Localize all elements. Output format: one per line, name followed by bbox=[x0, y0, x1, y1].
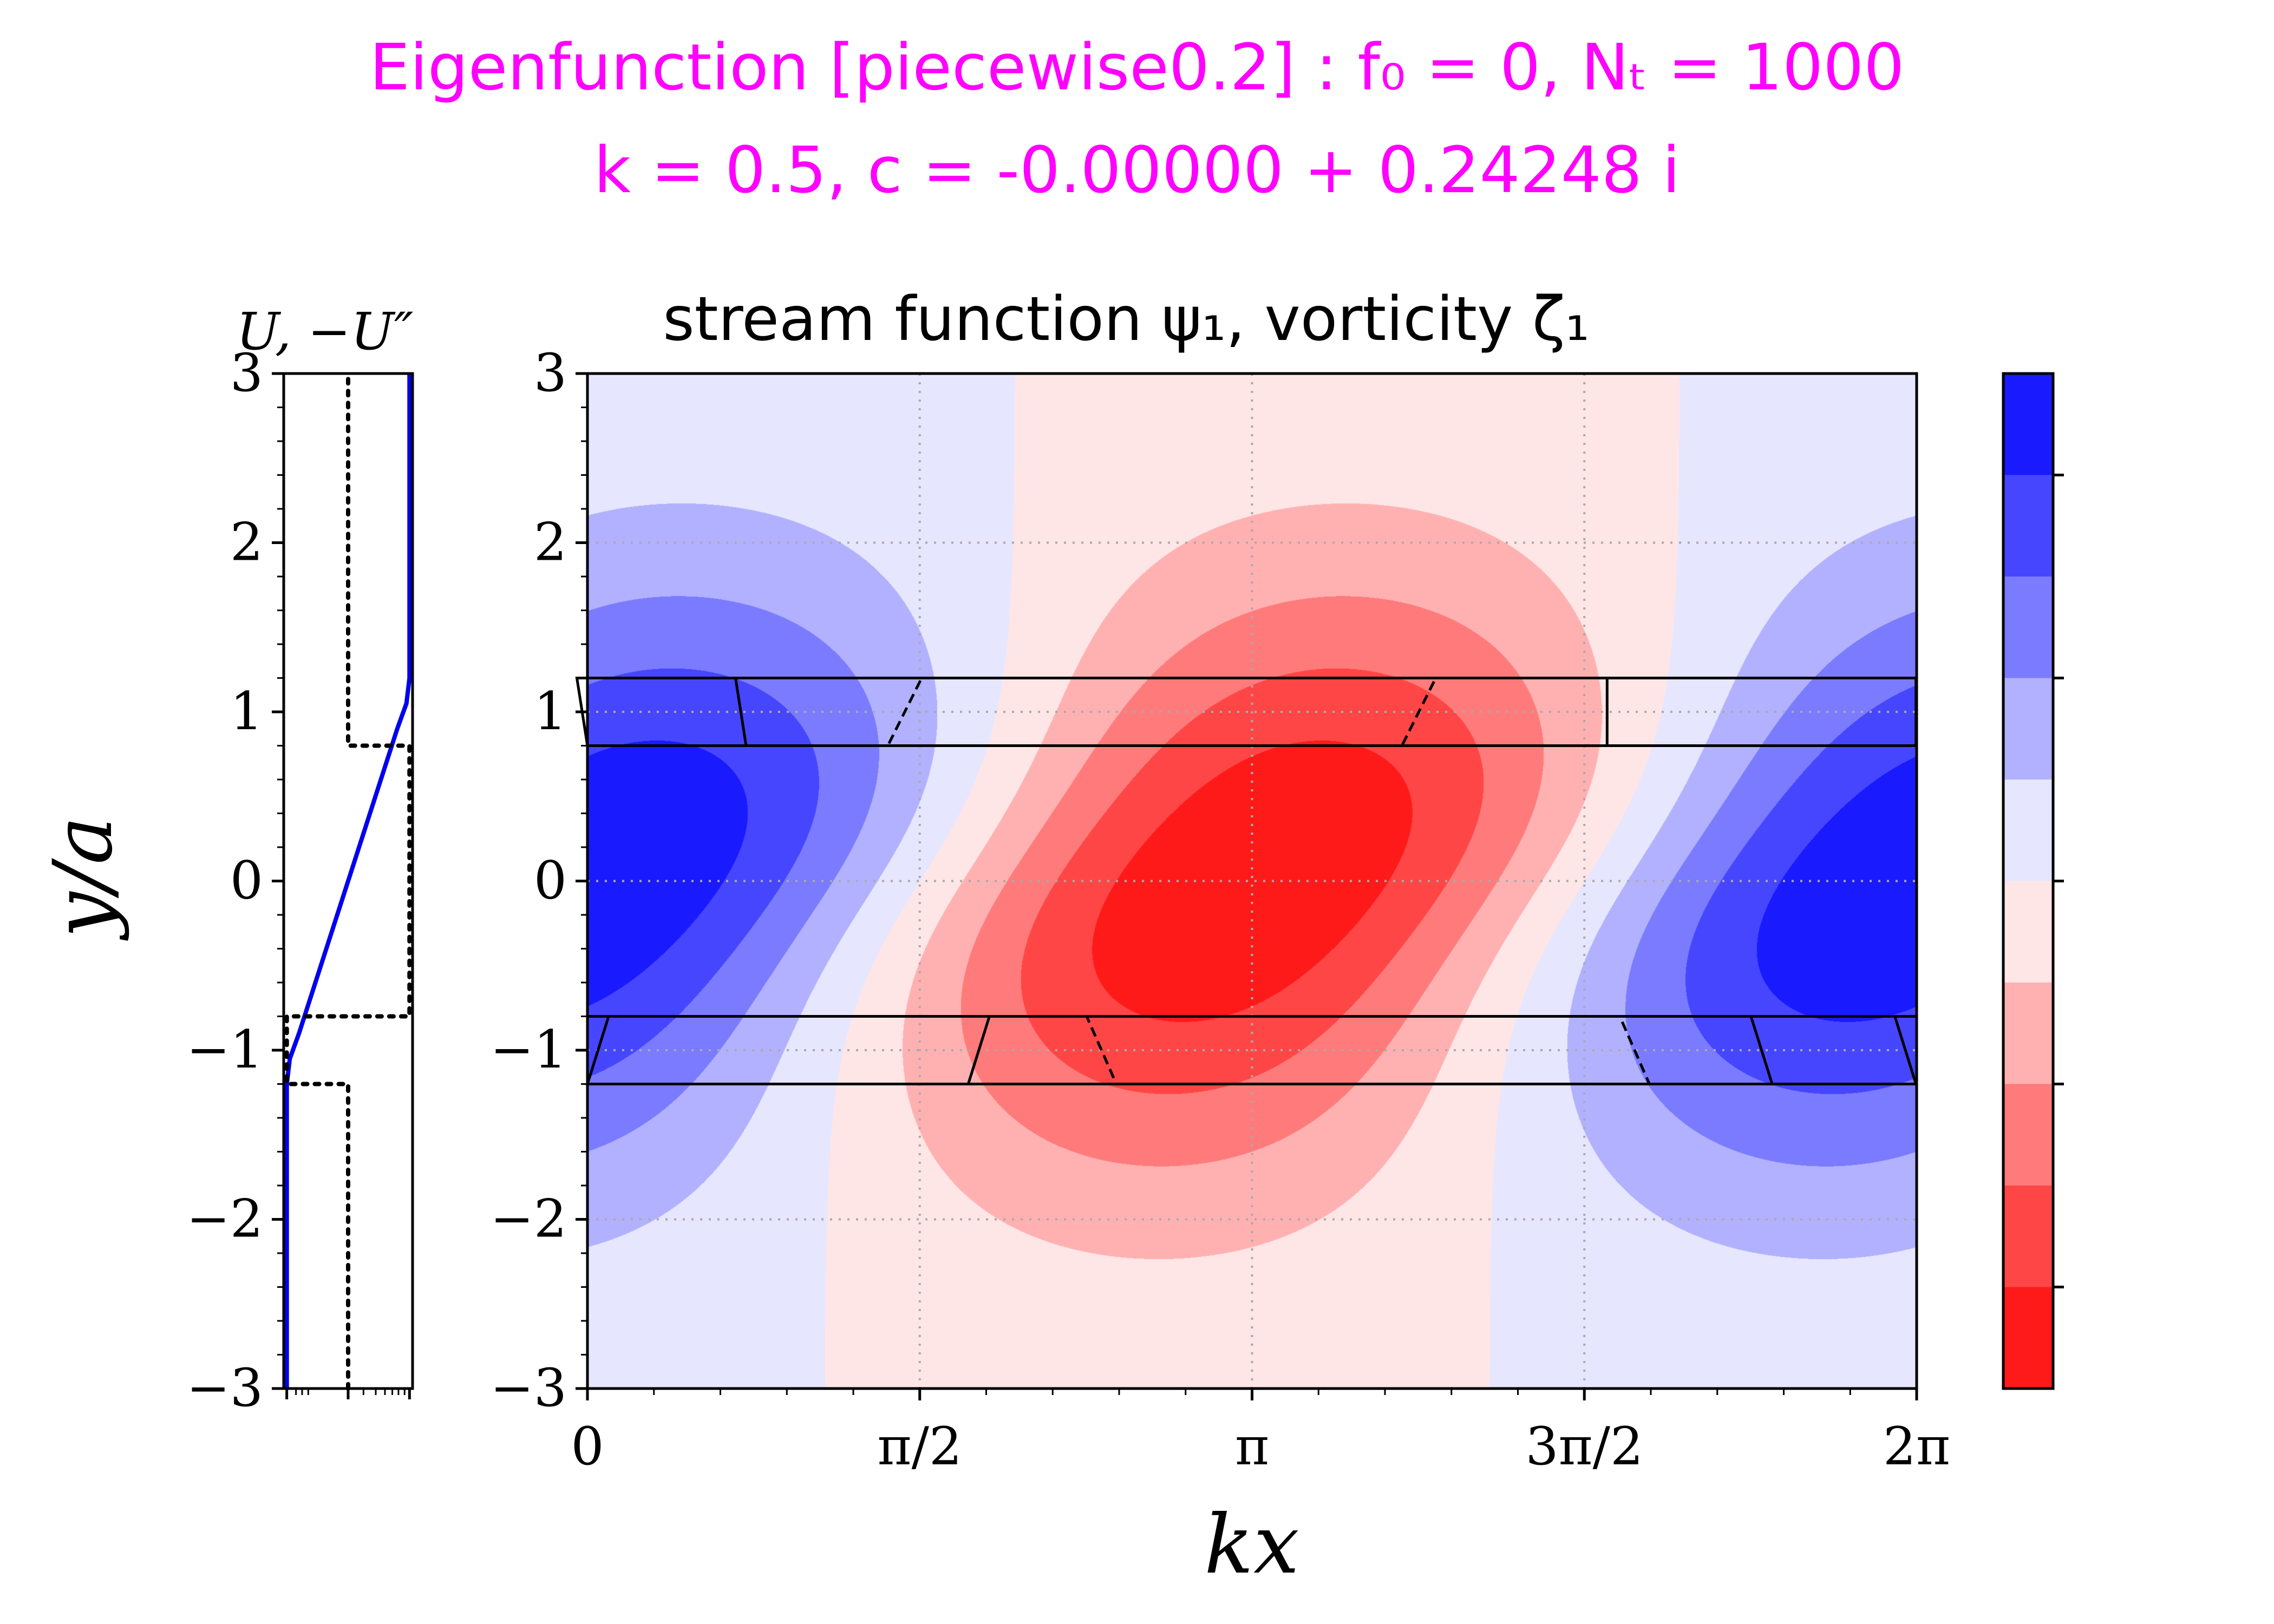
profile-ytick-label: 3 bbox=[230, 343, 263, 403]
colorbar bbox=[2002, 372, 2064, 1390]
vorticity-contour bbox=[1749, 1015, 1918, 1085]
colorbar-segment bbox=[2003, 780, 2053, 881]
main-ytick-label: 0 bbox=[534, 850, 567, 911]
colorbar-segment bbox=[2003, 1287, 2053, 1389]
y-axis-label: y/a bbox=[36, 816, 130, 941]
vorticity-contour bbox=[1084, 1015, 1652, 1085]
colorbar-segment bbox=[2003, 983, 2053, 1084]
main-ytick-label: 1 bbox=[534, 681, 567, 742]
profile-ytick-label: −2 bbox=[186, 1189, 263, 1249]
profile-ytick-label: 0 bbox=[230, 850, 263, 911]
colorbar-segment bbox=[2003, 374, 2053, 475]
vorticity-contour bbox=[885, 677, 1438, 747]
main-xtick-label: 2π bbox=[1883, 1416, 1950, 1477]
colorbar-segment bbox=[2003, 475, 2053, 577]
colorbar-segment bbox=[2003, 1084, 2053, 1186]
colorbar-segment bbox=[2003, 678, 2053, 780]
main-ytick-label: 3 bbox=[534, 343, 567, 403]
figure-title-line2: k = 0.5, c = -0.00000 + 0.24248 i bbox=[594, 133, 1680, 207]
main-ytick-label: −2 bbox=[490, 1189, 567, 1249]
main-ytick-label: −1 bbox=[490, 1019, 567, 1080]
colorbar-segment bbox=[2003, 881, 2053, 983]
profile-panel: U, −U″ y/a −3 −2 −1 0 1 2 3 bbox=[36, 302, 414, 1418]
colorbar-segment bbox=[2003, 577, 2053, 678]
profile-title: U, −U″ bbox=[237, 302, 414, 362]
streamfunction-field bbox=[587, 374, 1917, 1389]
profile-ytick-label: 2 bbox=[230, 512, 263, 573]
profile-ytick-label: −3 bbox=[186, 1358, 263, 1418]
vorticity-contour bbox=[575, 677, 748, 747]
colorbar-segment bbox=[2003, 1186, 2053, 1287]
main-ytick-label: −3 bbox=[490, 1358, 567, 1418]
main-panel: stream function ψ₁, vorticity ζ₁ 0 π/2 π 3π… bbox=[490, 284, 1950, 1592]
main-xtick-label: 3π/2 bbox=[1525, 1416, 1643, 1477]
main-ytick-label: 2 bbox=[534, 512, 567, 573]
main-xtick-label: π bbox=[1235, 1416, 1269, 1477]
x-axis-label: kx bbox=[1204, 1498, 1299, 1592]
main-xtick-label: π/2 bbox=[877, 1416, 962, 1477]
profile-ytick-label: 1 bbox=[230, 681, 263, 742]
main-title: stream function ψ₁, vorticity ζ₁ bbox=[663, 284, 1589, 355]
vorticity-contour bbox=[585, 1015, 991, 1085]
figure-title-line1: Eigenfunction [piecewise0.2] : f₀ = 0, N… bbox=[370, 30, 1905, 104]
profile-series-1 bbox=[284, 371, 412, 1391]
main-xtick-label: 0 bbox=[571, 1416, 604, 1477]
profile-ytick-label: −1 bbox=[186, 1019, 263, 1080]
